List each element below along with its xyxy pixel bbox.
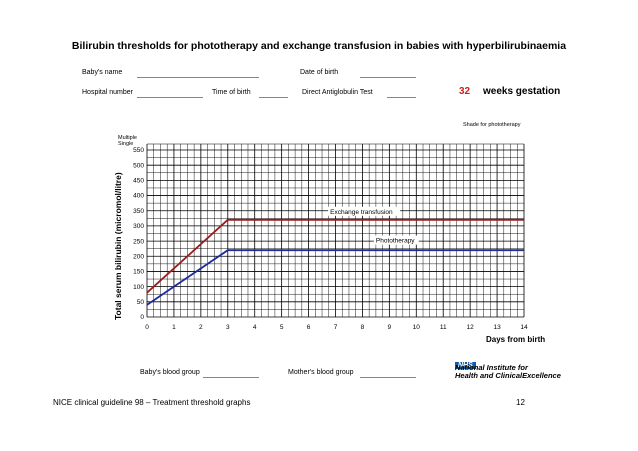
nice-name-line1: National Institute for [455,363,528,372]
x-tick-label: 8 [361,324,365,331]
series-line-exchange [146,218,524,294]
x-tick-label: 7 [334,324,338,331]
babys-blood-group-label: Baby's blood group [140,369,200,376]
multiple-label: Multiple [118,135,137,141]
x-tick-label: 5 [280,324,284,331]
y-tick-label: 550 [133,147,144,154]
date-of-birth-field[interactable] [360,77,416,78]
y-tick-label: 150 [133,269,144,276]
x-tick-label: 3 [226,324,230,331]
y-axis-label: Total serum bilirubin (micromol/litre) [113,172,123,320]
shade-note: Shade for phototherapy [463,122,521,128]
x-tick-label: 6 [307,324,311,331]
single-label: Single [118,141,134,147]
dat-field[interactable] [387,97,416,98]
gestation-weeks: 32 [459,86,471,97]
y-tick-label: 300 [133,223,144,230]
series-label-bg [328,206,401,216]
x-tick-label: 13 [493,324,501,331]
x-tick-label: 14 [520,324,528,331]
x-tick-label: 0 [145,324,149,331]
date-of-birth-label: Date of birth [300,69,339,76]
time-of-birth-label: Time of birth [212,89,251,96]
y-tick-label: 450 [133,178,144,185]
y-tick-label: 50 [137,299,145,306]
y-tick-label: 0 [140,314,144,321]
x-tick-label: 4 [253,324,257,331]
x-tick-label: 10 [413,324,421,331]
page-number: 12 [516,398,525,407]
chart-grid [146,143,525,318]
y-tick-label: 200 [133,253,144,260]
nhs-logo: NHS [455,362,476,369]
chart-series-labels: Exchange transfusion Phototherapy [328,206,419,245]
chart-series [146,218,524,306]
series-label-phototherapy: Phototherapy [376,238,415,245]
series-line-phototherapy [146,249,524,306]
y-tick-label: 500 [133,162,144,169]
x-tick-label: 12 [467,324,475,331]
babys-name-label: Baby's name [82,69,123,76]
x-tick-label: 11 [440,324,447,331]
nice-logo: NHS [455,354,476,372]
hospital-number-field[interactable] [137,97,203,98]
dat-label: Direct Antiglobulin Test [302,89,373,96]
page-title: Bilirubin thresholds for phototherapy an… [71,40,567,52]
x-axis-label: Days from birth [486,335,546,344]
y-tick-label: 100 [133,284,144,291]
time-of-birth-field[interactable] [259,97,288,98]
nice-name-line2: Health and ClinicalExcellence [455,371,561,380]
hospital-number-label: Hospital number [82,89,133,96]
footer-guideline: NICE clinical guideline 98 – Treatment t… [53,398,251,407]
mothers-blood-group-label: Mother's blood group [288,369,354,376]
series-label-bg [373,235,419,245]
multiple-single-legend: Multiple Single [118,135,137,147]
x-tick-label: 2 [199,324,203,331]
babys-name-field[interactable] [137,77,259,78]
x-tick-label: 1 [172,324,176,331]
x-tick-label: 9 [388,324,392,331]
gestation-label: weeks gestation [483,86,561,97]
y-tick-label: 250 [133,238,144,245]
y-tick-label: 400 [133,193,144,200]
mothers-blood-group-field[interactable] [360,377,416,378]
series-label-exchange: Exchange transfusion [330,209,393,216]
y-tick-label: 350 [133,208,144,215]
babys-blood-group-field[interactable] [203,377,259,378]
